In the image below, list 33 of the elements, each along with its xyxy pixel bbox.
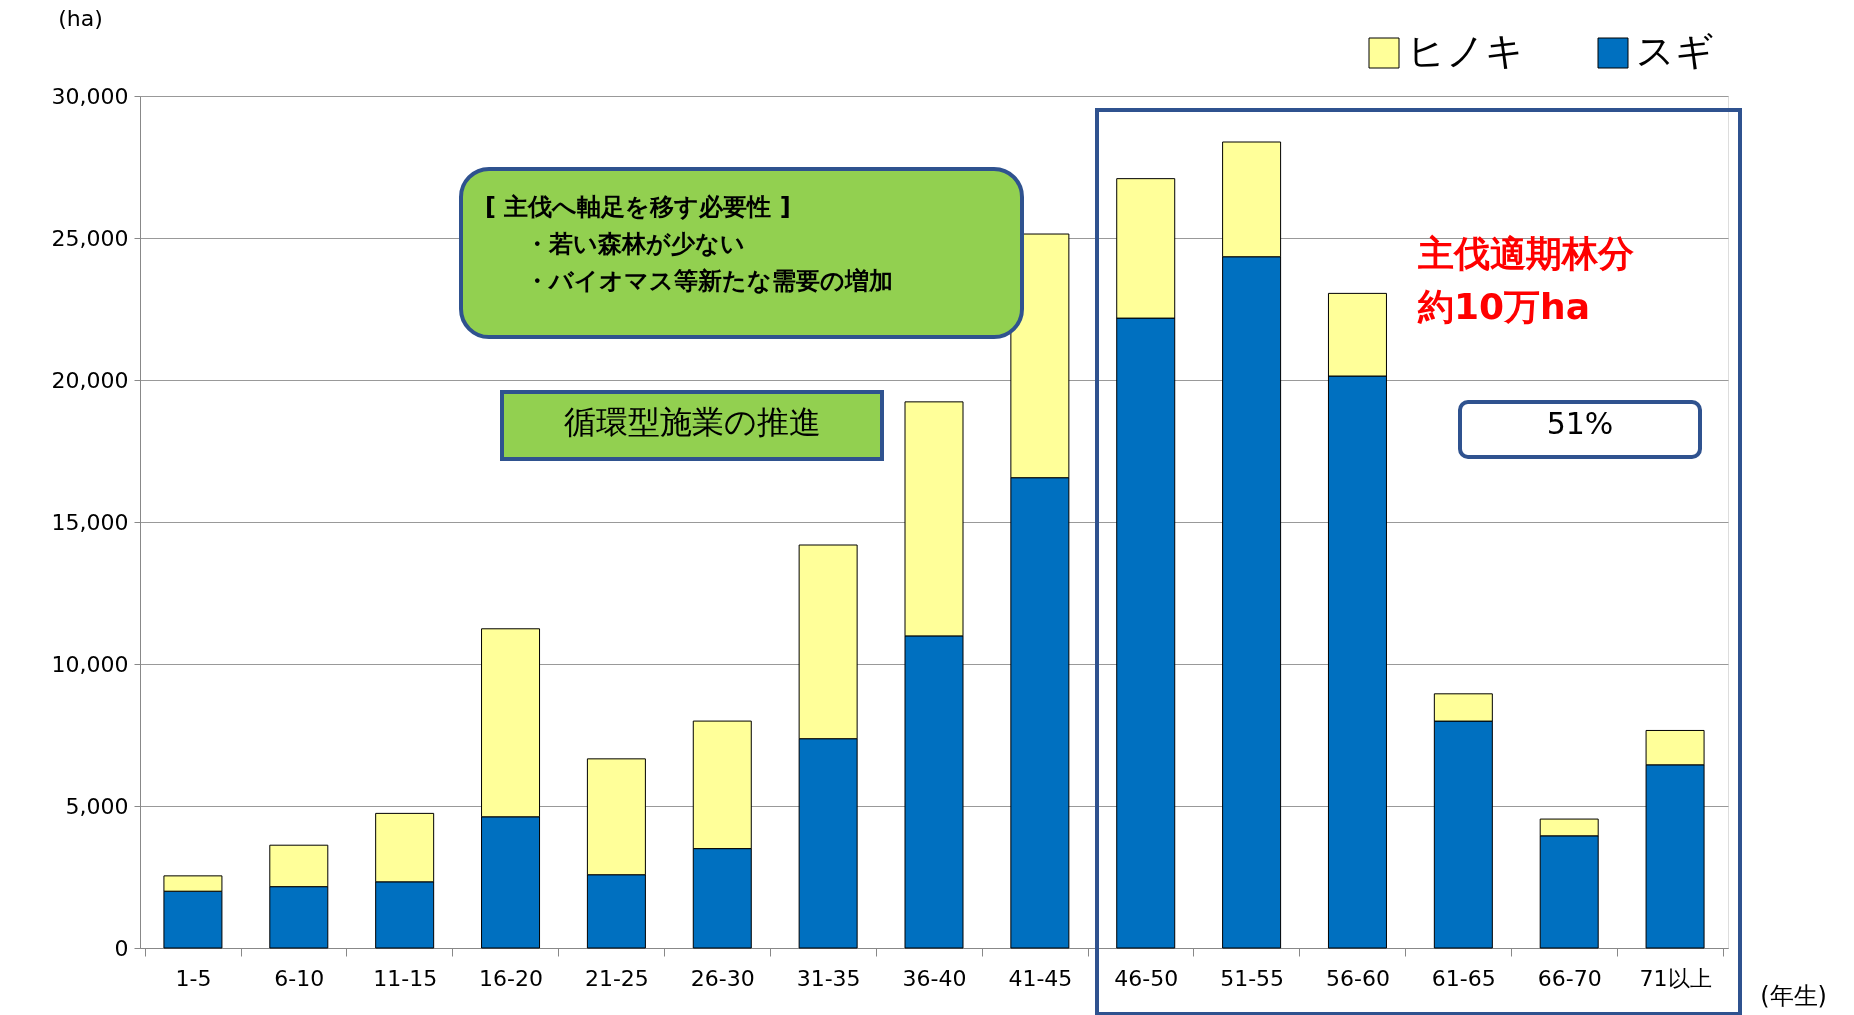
annotation: 約10万ha [1417, 286, 1591, 327]
y-tick-label: 5,000 [65, 793, 129, 819]
x-tick-label: 41-45 [1008, 965, 1073, 991]
x-tick-label: 51-55 [1220, 965, 1285, 991]
y-axis-title: (ha) [58, 5, 103, 31]
annotation: [ 主伐へ軸足を移す必要性 ] [485, 193, 791, 221]
legend-label: ヒノキ [1407, 29, 1524, 73]
x-tick-label: 31-35 [796, 965, 861, 991]
annotation: 循環型施業の推進 [563, 403, 821, 441]
y-tick-label: 25,000 [51, 225, 129, 251]
y-tick-label: 20,000 [51, 367, 129, 393]
annotation: 51% [1546, 406, 1614, 441]
legend-label: スギ [1636, 29, 1714, 73]
x-tick-label: 66-70 [1537, 965, 1602, 991]
y-tick-label: 0 [114, 935, 129, 961]
annotation: 主伐適期林分 [1418, 233, 1634, 274]
annotation: ・若い森林が少ない [525, 230, 745, 258]
y-tick-label: 30,000 [51, 83, 129, 109]
x-tick-label: 1-5 [175, 965, 212, 991]
x-tick-label: 71以上 [1639, 965, 1712, 991]
x-tick-label: 11-15 [373, 965, 438, 991]
x-tick-label: 46-50 [1114, 965, 1179, 991]
y-tick-label: 10,000 [51, 651, 129, 677]
annotation: ・バイオマス等新たな需要の増加 [525, 267, 893, 295]
x-tick-label: 6-10 [274, 965, 325, 991]
x-tick-label: 21-25 [584, 965, 649, 991]
x-tick-label: 16-20 [479, 965, 543, 991]
x-tick-label: 56-60 [1326, 965, 1390, 991]
x-axis-title: (年生) [1760, 981, 1827, 1010]
x-tick-label: 61-65 [1431, 965, 1496, 991]
x-tick-label: 26-30 [690, 965, 755, 991]
x-tick-label: 36-40 [902, 965, 967, 991]
y-tick-label: 15,000 [51, 509, 129, 535]
